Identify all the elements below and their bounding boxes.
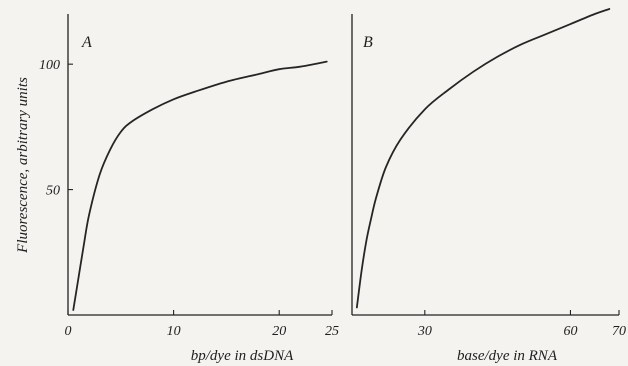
x-tick-label-a-0: 0 [65,324,72,339]
panel-a: 0 10 20 25 50 100 Abp/dye in dsDNA Fluorescence… [15,14,339,364]
x-tick-label-b-2: 70 [612,324,626,339]
x-tick-label-b-0: 30 [417,324,432,339]
series-line-a-0 [72,60,328,311]
panel-label-b: B [363,34,373,51]
x-axis-label-b: base/dye in RNA [457,348,558,364]
x-tick-label-a-3: 25 [325,324,339,339]
x-tick-label-b-1: 60 [563,324,577,339]
panel-label-a: A [81,34,92,51]
series-line-b-0 [355,8,611,309]
x-axis-label-a: bp/dye in dsDNA [191,348,294,364]
x-tick-label-a-1: 10 [167,324,181,339]
x-tick-label-a-2: 20 [272,324,286,339]
y-axis-label-a: Fluorescence, arbitrary units [15,77,31,254]
y-tick-label-a-0: 50 [46,184,60,199]
y-tick-label-a-1: 100 [39,58,60,73]
